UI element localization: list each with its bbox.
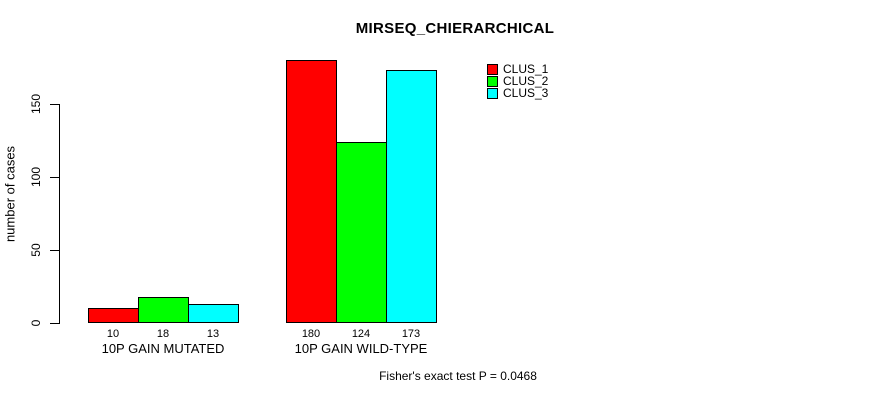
y-tick-mark bbox=[50, 250, 59, 251]
bar-value-label: 124 bbox=[351, 328, 371, 340]
y-tick-mark bbox=[50, 177, 59, 178]
y-axis-line bbox=[59, 104, 60, 324]
y-axis-label: number of cases bbox=[2, 145, 18, 243]
bar-value-label: 180 bbox=[301, 328, 321, 340]
y-tick-label: 150 bbox=[29, 93, 43, 115]
category-label: 10P GAIN MUTATED bbox=[101, 341, 225, 356]
bar-value-label: 173 bbox=[401, 328, 421, 340]
legend-item: CLUS_3 bbox=[487, 87, 548, 99]
legend-item: CLUS_2 bbox=[487, 75, 548, 87]
legend: CLUS_1 CLUS_2 CLUS_3 bbox=[487, 63, 548, 99]
bar-clus_1 bbox=[286, 60, 337, 323]
legend-swatch-icon bbox=[487, 63, 498, 75]
legend-item: CLUS_1 bbox=[487, 63, 548, 75]
legend-label: CLUS_2 bbox=[503, 74, 549, 88]
category-label: 10P GAIN WILD-TYPE bbox=[294, 341, 428, 356]
legend-swatch-icon bbox=[487, 75, 498, 87]
bar-clus_2 bbox=[138, 297, 189, 323]
y-tick-label: 50 bbox=[29, 243, 43, 257]
bar-value-label: 18 bbox=[156, 328, 170, 340]
y-tick-mark bbox=[50, 323, 59, 324]
bar-value-label: 13 bbox=[206, 328, 220, 340]
y-tick-mark bbox=[50, 104, 59, 105]
legend-label: CLUS_3 bbox=[503, 86, 549, 100]
chart-title: MIRSEQ_CHIERARCHICAL bbox=[355, 20, 555, 37]
bar-value-label: 10 bbox=[106, 328, 120, 340]
bar-clus_3 bbox=[386, 70, 437, 323]
y-tick-label: 100 bbox=[29, 166, 43, 188]
bar-clus_2 bbox=[336, 142, 387, 323]
y-tick-label: 0 bbox=[29, 319, 43, 327]
legend-swatch-icon bbox=[487, 87, 498, 99]
bar-clus_3 bbox=[188, 304, 239, 323]
annotation-text: Fisher's exact test P = 0.0468 bbox=[379, 369, 537, 383]
bar-clus_1 bbox=[88, 308, 139, 323]
legend-label: CLUS_1 bbox=[503, 62, 549, 76]
